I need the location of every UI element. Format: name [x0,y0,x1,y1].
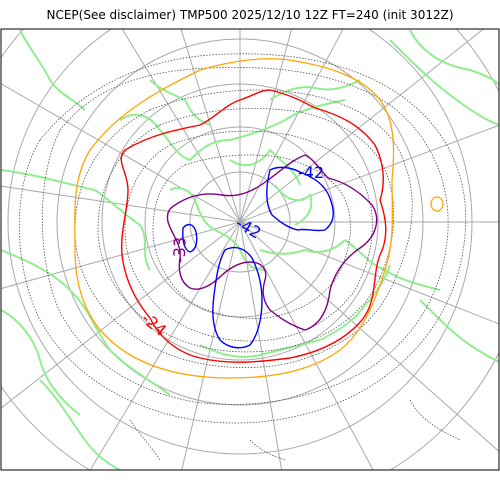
isotherm-blue-3 [182,223,198,253]
isotherm-purple [166,154,378,331]
isotherm-orange-cell [430,196,444,212]
isotherm-orange [74,58,395,379]
map-frame [0,28,500,471]
coastlines [1,29,499,470]
isotherm-red [120,89,387,363]
map-title: NCEP(See disclaimer) TMP500 2025/12/10 1… [46,8,454,22]
contour-label-purple: -33 [170,237,190,264]
contour-label-blue: -42 [298,163,324,182]
isotherm-blue-2 [212,246,263,349]
isotherm-blue [266,166,334,232]
contour-label-red: -24 [138,309,170,340]
